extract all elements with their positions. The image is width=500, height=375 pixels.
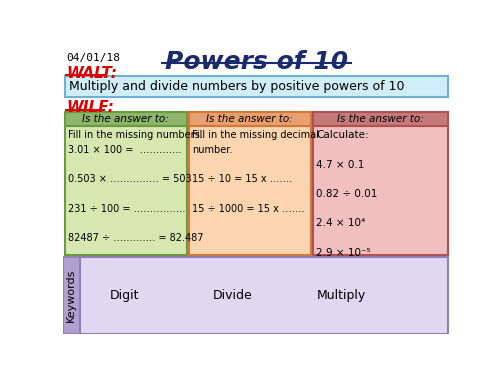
Text: Is the answer to:: Is the answer to: (206, 114, 293, 124)
FancyBboxPatch shape (189, 112, 310, 126)
FancyBboxPatch shape (65, 126, 186, 255)
FancyBboxPatch shape (65, 76, 448, 97)
FancyBboxPatch shape (313, 112, 448, 126)
Text: 0.503 × …………… = 503: 0.503 × …………… = 503 (68, 174, 192, 184)
FancyBboxPatch shape (62, 257, 80, 334)
Text: Is the answer to:: Is the answer to: (82, 114, 169, 124)
Text: Calculate:: Calculate: (316, 130, 368, 141)
Text: number.: number. (192, 145, 232, 155)
Text: 15 ÷ 1000 = 15 x …….: 15 ÷ 1000 = 15 x ……. (192, 204, 304, 214)
Text: Multiply: Multiply (317, 289, 366, 302)
Text: Fill in the missing numbers.: Fill in the missing numbers. (68, 130, 202, 141)
Text: 2.4 × 10⁴: 2.4 × 10⁴ (316, 218, 365, 228)
FancyBboxPatch shape (80, 257, 448, 334)
FancyBboxPatch shape (65, 112, 186, 126)
Text: 4.7 × 0.1: 4.7 × 0.1 (316, 160, 364, 170)
Text: 82487 ÷ …………. = 82.487: 82487 ÷ …………. = 82.487 (68, 233, 203, 243)
Text: Keywords: Keywords (66, 268, 76, 322)
Text: 231 ÷ 100 = …………….: 231 ÷ 100 = ……………. (68, 204, 186, 214)
Text: WALT:: WALT: (66, 66, 118, 81)
Text: Divide: Divide (213, 289, 253, 302)
Text: 3.01 × 100 =  ………….: 3.01 × 100 = …………. (68, 145, 182, 155)
Text: Powers of 10: Powers of 10 (164, 50, 348, 74)
Text: Multiply and divide numbers by positive powers of 10: Multiply and divide numbers by positive … (68, 80, 404, 93)
Text: 2.9 × 10⁻⁵: 2.9 × 10⁻⁵ (316, 248, 370, 258)
Text: Fill in the missing decimal: Fill in the missing decimal (192, 130, 319, 141)
Text: 15 ÷ 10 = 15 x …….: 15 ÷ 10 = 15 x ……. (192, 174, 292, 184)
Text: Digit: Digit (110, 289, 139, 302)
FancyBboxPatch shape (189, 126, 310, 255)
Text: 0.82 ÷ 0.01: 0.82 ÷ 0.01 (316, 189, 378, 199)
Text: WILF:: WILF: (66, 100, 114, 116)
Text: 04/01/18: 04/01/18 (66, 53, 120, 63)
Text: Is the answer to:: Is the answer to: (337, 114, 424, 124)
FancyBboxPatch shape (313, 126, 448, 255)
